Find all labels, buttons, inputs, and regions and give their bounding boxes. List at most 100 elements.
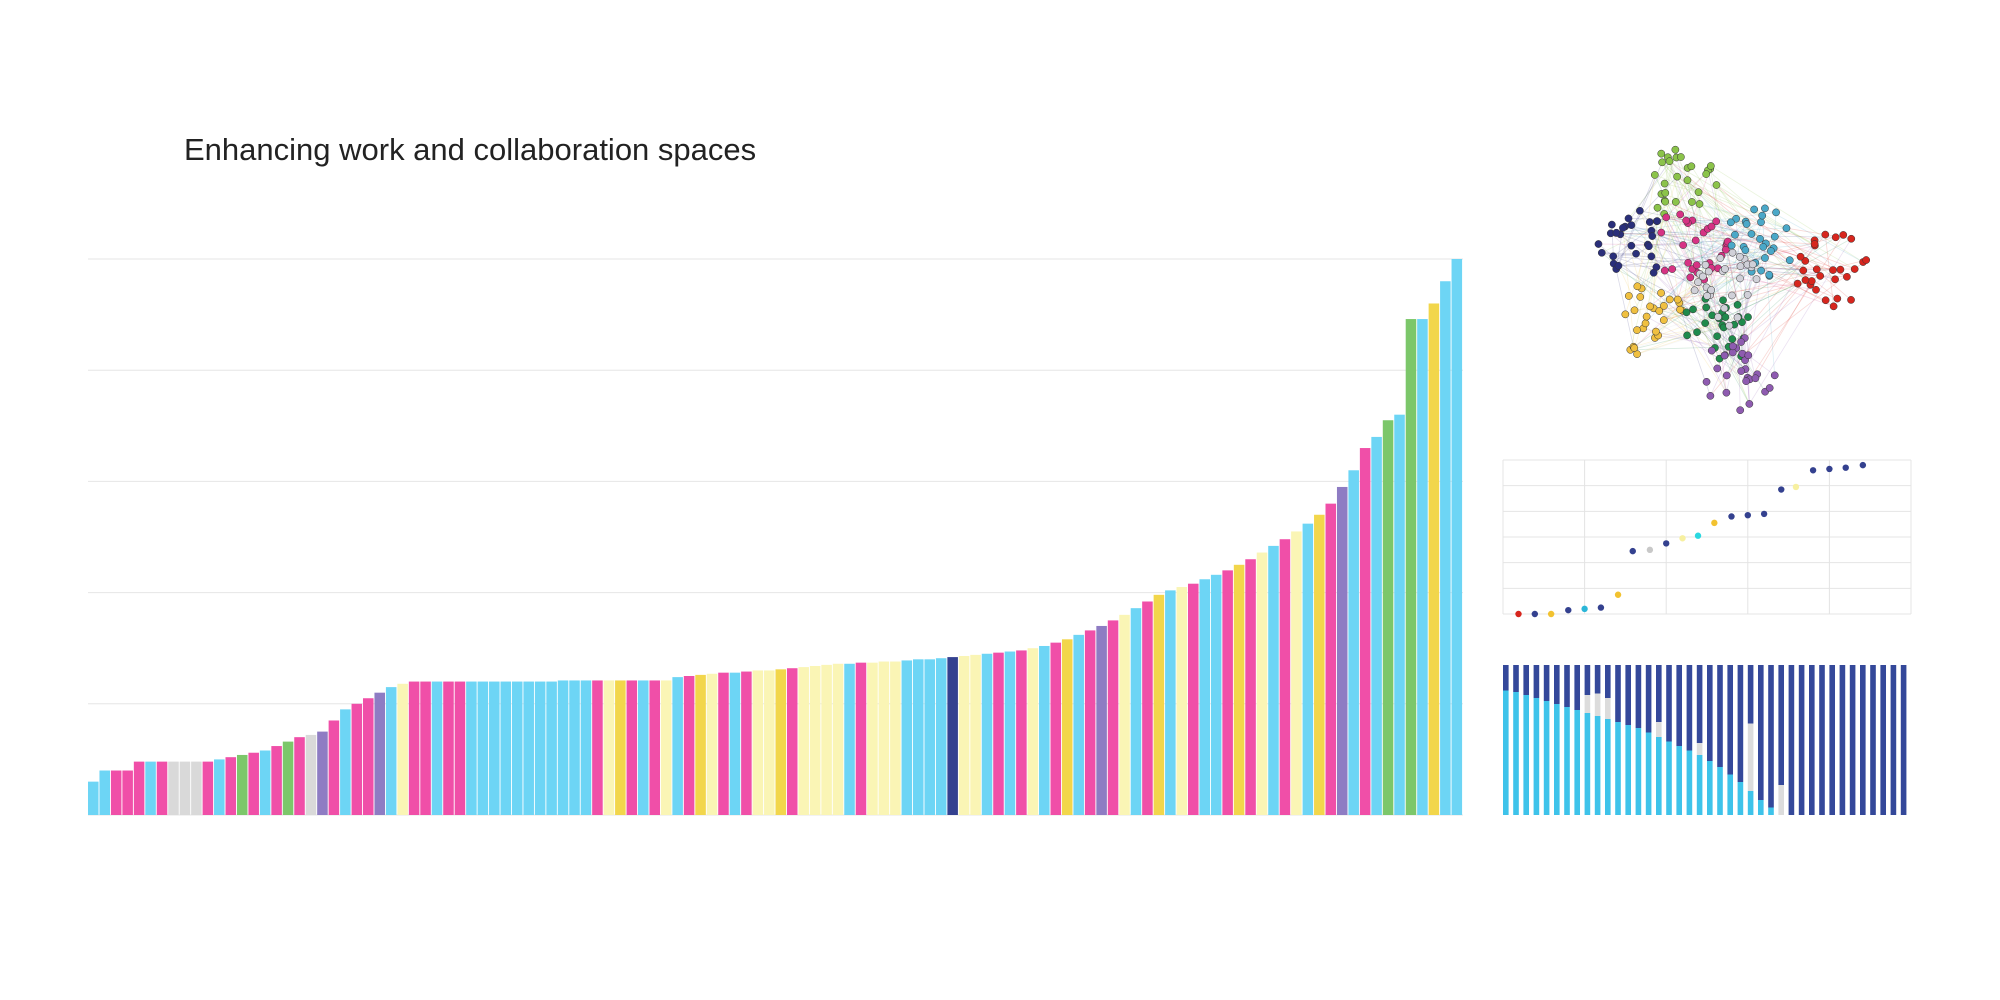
bar-segment [1605, 665, 1611, 698]
network-edge [1731, 223, 1747, 246]
bar [660, 680, 672, 815]
bar [1279, 539, 1291, 815]
bar-segment [1574, 665, 1581, 710]
bar [832, 663, 844, 815]
network-node [1671, 198, 1680, 206]
network-edge [1697, 282, 1716, 349]
network-node [1751, 374, 1760, 383]
bar [282, 741, 294, 815]
network-node [1736, 262, 1745, 271]
bar [1027, 648, 1039, 815]
bar [431, 681, 443, 815]
bar [638, 680, 649, 815]
network-edge [1663, 213, 1743, 354]
network-node [1720, 351, 1729, 360]
network-edge [1747, 246, 1764, 295]
network-node [1706, 392, 1715, 400]
bar [1291, 531, 1302, 815]
point [1547, 610, 1555, 618]
network-node [1847, 234, 1856, 243]
network-node [1609, 252, 1618, 261]
bar [420, 681, 431, 815]
network-edge [1677, 262, 1689, 300]
network-node [1648, 232, 1657, 240]
network-edge [1740, 268, 1855, 357]
bar-segment [1666, 741, 1672, 815]
network-edge [1710, 165, 1864, 263]
network-edge [1616, 211, 1777, 234]
network-node [1676, 210, 1685, 219]
network-edge [1620, 234, 1730, 326]
bar-segment [1849, 665, 1856, 815]
network-edge [1654, 174, 1763, 216]
point [1614, 591, 1622, 598]
bar-segment [1768, 807, 1774, 815]
network-edge [1646, 316, 1742, 372]
network-node [1756, 235, 1764, 243]
point [1760, 510, 1768, 518]
bar-segment [1533, 665, 1540, 698]
bar-segment [1696, 743, 1703, 755]
network-node [1706, 162, 1715, 170]
network-node [1770, 232, 1779, 241]
network-node [1660, 302, 1668, 310]
network-edge [1740, 294, 1749, 357]
network-edge [1721, 221, 1747, 313]
bar-segment [1543, 665, 1550, 701]
network-node [1713, 364, 1722, 373]
network-node [1660, 179, 1669, 188]
bar-segment [1696, 755, 1703, 815]
network-edge [1749, 238, 1852, 405]
bar [775, 669, 787, 815]
bar-segment [1656, 737, 1662, 815]
point [1842, 464, 1849, 471]
bar [924, 659, 935, 815]
network-node [1736, 274, 1744, 283]
network-edge [1663, 213, 1718, 369]
network-edge [1634, 201, 1693, 311]
network-node [1657, 228, 1666, 237]
bar-segment [1503, 665, 1509, 691]
network-node [1719, 296, 1727, 305]
network-edge [1725, 283, 1798, 318]
bar [351, 703, 363, 815]
network-edge [1722, 278, 1741, 301]
bar [511, 681, 523, 815]
network-edge [1675, 201, 1693, 221]
bar-segment [1707, 665, 1713, 761]
network-edge [1749, 234, 1844, 380]
bar [1004, 651, 1016, 815]
bar [1073, 634, 1084, 815]
bar-segment [1860, 665, 1866, 815]
bar [214, 759, 225, 815]
network-node [1684, 258, 1693, 267]
network-node [1641, 319, 1650, 328]
bar-segment [1594, 665, 1601, 694]
bar [947, 657, 958, 815]
point [1597, 604, 1605, 611]
network-node [1843, 272, 1851, 281]
network-edge [1665, 201, 1848, 278]
bar [580, 680, 592, 815]
bar [1153, 594, 1165, 815]
network-node [1812, 285, 1820, 294]
network-edge [1615, 174, 1656, 270]
bar [88, 781, 99, 815]
network-node [1736, 406, 1745, 415]
point [1565, 606, 1572, 614]
network-edge [1686, 236, 1776, 313]
network-edge [1704, 322, 1742, 372]
network-node [1630, 306, 1639, 315]
network-edge [1735, 218, 1750, 404]
bar [397, 683, 408, 815]
bar-segment [1747, 665, 1754, 724]
network-node [1735, 252, 1744, 261]
network-node [1679, 241, 1687, 249]
network-node [1728, 248, 1737, 257]
network-node [1722, 371, 1731, 380]
network-node [1732, 214, 1740, 223]
bar [1061, 639, 1073, 815]
network-edge [1707, 228, 1719, 269]
network-node [1752, 275, 1761, 284]
